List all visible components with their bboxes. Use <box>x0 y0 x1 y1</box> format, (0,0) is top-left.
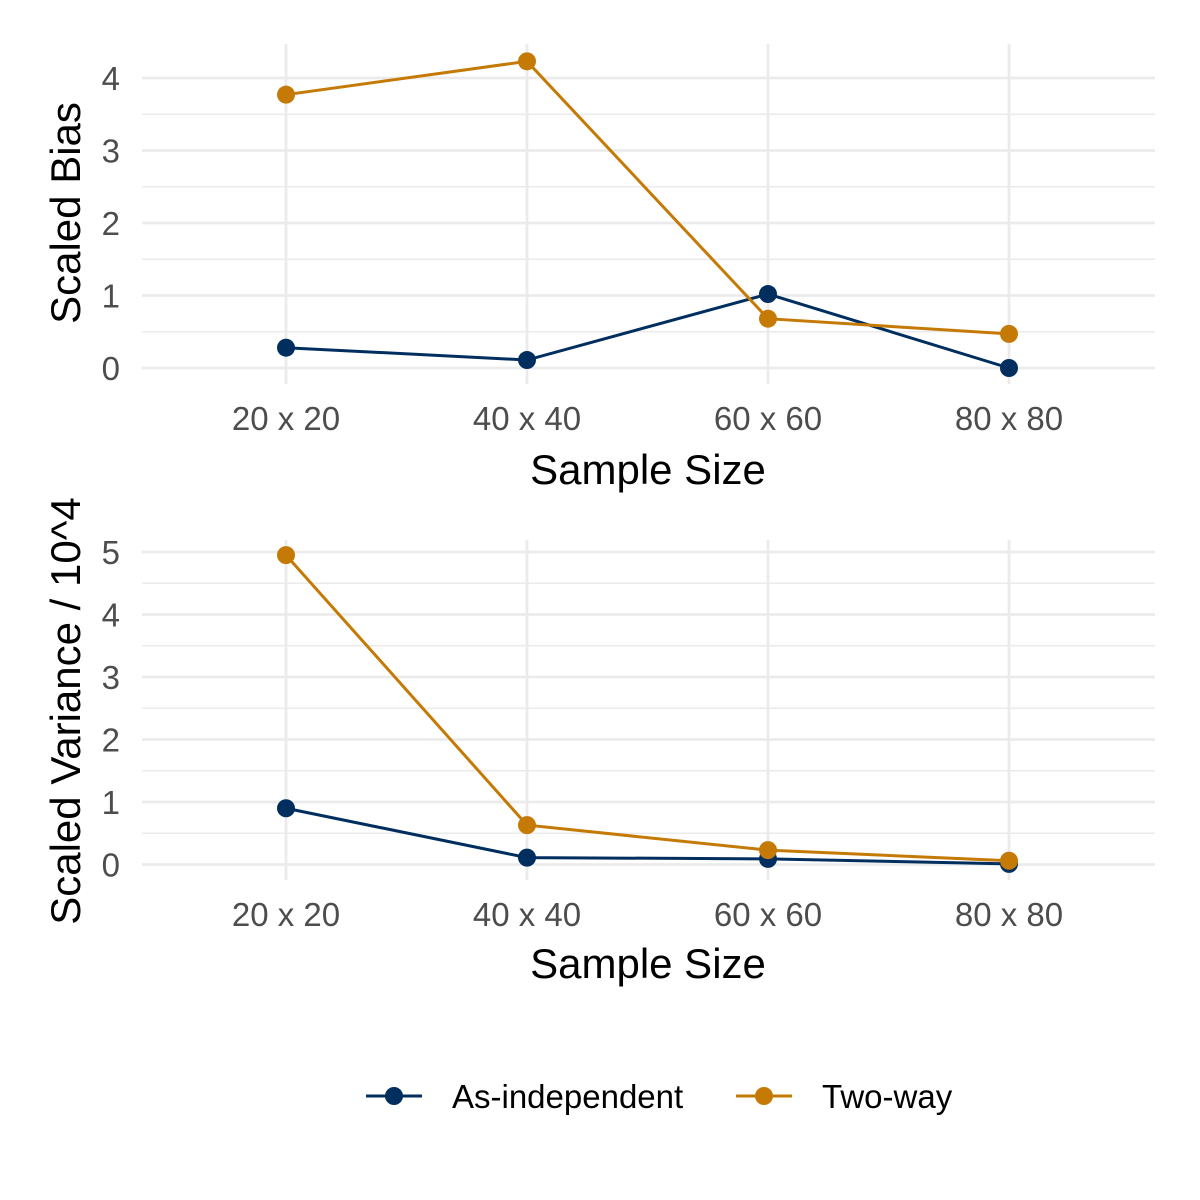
bias-y-tick-label: 3 <box>102 133 120 170</box>
bias-point-as-independent <box>518 351 536 370</box>
variance-point-two-way <box>759 841 777 860</box>
bias-x-tick-label: 60 x 60 <box>714 400 822 437</box>
variance-point-as-independent <box>277 799 295 818</box>
bias-point-two-way <box>759 309 777 328</box>
bias-y-axis-title: Scaled Bias <box>42 102 89 324</box>
legend: As-independent Two-way <box>366 1078 953 1115</box>
variance-x-tick-label: 60 x 60 <box>714 896 822 933</box>
bias-point-as-independent <box>1000 359 1018 377</box>
legend-label-as-independent: As-independent <box>452 1078 683 1115</box>
bias-y-tick-labels: 0 1 2 3 4 <box>102 60 120 387</box>
bias-point-as-independent <box>277 338 295 357</box>
bias-series <box>277 52 1018 377</box>
bias-x-tick-label: 40 x 40 <box>473 400 581 437</box>
variance-x-tick-label: 20 x 20 <box>232 896 340 933</box>
variance-x-axis-title: Sample Size <box>530 940 766 987</box>
bias-point-two-way <box>1000 324 1018 343</box>
variance-line-as-independent <box>285 806 1010 866</box>
bias-y-tick-label: 1 <box>102 278 120 315</box>
bias-x-tick-labels: 20 x 20 40 x 40 60 x 60 80 x 80 <box>232 400 1063 437</box>
variance-point-as-independent <box>518 848 536 867</box>
variance-y-tick-label: 0 <box>102 847 120 884</box>
variance-point-two-way <box>1000 851 1018 870</box>
variance-y-tick-label: 1 <box>102 784 120 821</box>
bias-line-two-way <box>285 59 1010 336</box>
bias-x-tick-label: 80 x 80 <box>955 400 1063 437</box>
variance-y-tick-labels: 0 1 2 3 4 5 <box>102 534 120 884</box>
variance-y-tick-label: 3 <box>102 659 120 696</box>
bias-x-axis-title: Sample Size <box>530 446 766 493</box>
bias-panel: 0 1 2 3 4 20 x 20 40 x 40 60 x 60 80 x 80 Sampl… <box>42 44 1155 493</box>
variance-series <box>277 546 1018 873</box>
variance-y-axis-title: Scaled Variance / 10^4 <box>42 497 89 925</box>
bias-y-tick-label: 2 <box>102 205 120 242</box>
legend-key-point-as-independent <box>385 1087 403 1105</box>
legend-item-two-way: Two-way <box>736 1078 953 1115</box>
bias-point-as-independent <box>759 285 777 304</box>
variance-x-tick-label: 40 x 40 <box>473 896 581 933</box>
bias-x-tick-label: 20 x 20 <box>232 400 340 437</box>
variance-x-tick-labels: 20 x 20 40 x 40 60 x 60 80 x 80 <box>232 896 1063 933</box>
bias-y-tick-label: 0 <box>102 350 120 387</box>
variance-gridlines <box>142 540 1155 880</box>
bias-y-tick-label: 4 <box>102 60 120 97</box>
variance-line-two-way <box>284 554 1010 863</box>
variance-y-tick-label: 2 <box>102 722 120 759</box>
bias-point-two-way <box>277 85 295 104</box>
bias-line-as-independent <box>285 292 1010 370</box>
variance-panel: 0 1 2 3 4 5 20 x 20 40 x 40 60 x 60 80 x 80 Samp… <box>42 497 1155 987</box>
variance-point-two-way <box>518 816 536 835</box>
variance-y-tick-label: 5 <box>102 534 120 571</box>
legend-key-point-two-way <box>755 1087 773 1105</box>
variance-point-two-way <box>277 546 295 565</box>
legend-item-as-independent: As-independent <box>366 1078 683 1115</box>
variance-x-tick-label: 80 x 80 <box>955 896 1063 933</box>
legend-label-two-way: Two-way <box>822 1078 953 1115</box>
variance-y-tick-label: 4 <box>102 597 120 634</box>
bias-point-two-way <box>518 52 536 71</box>
